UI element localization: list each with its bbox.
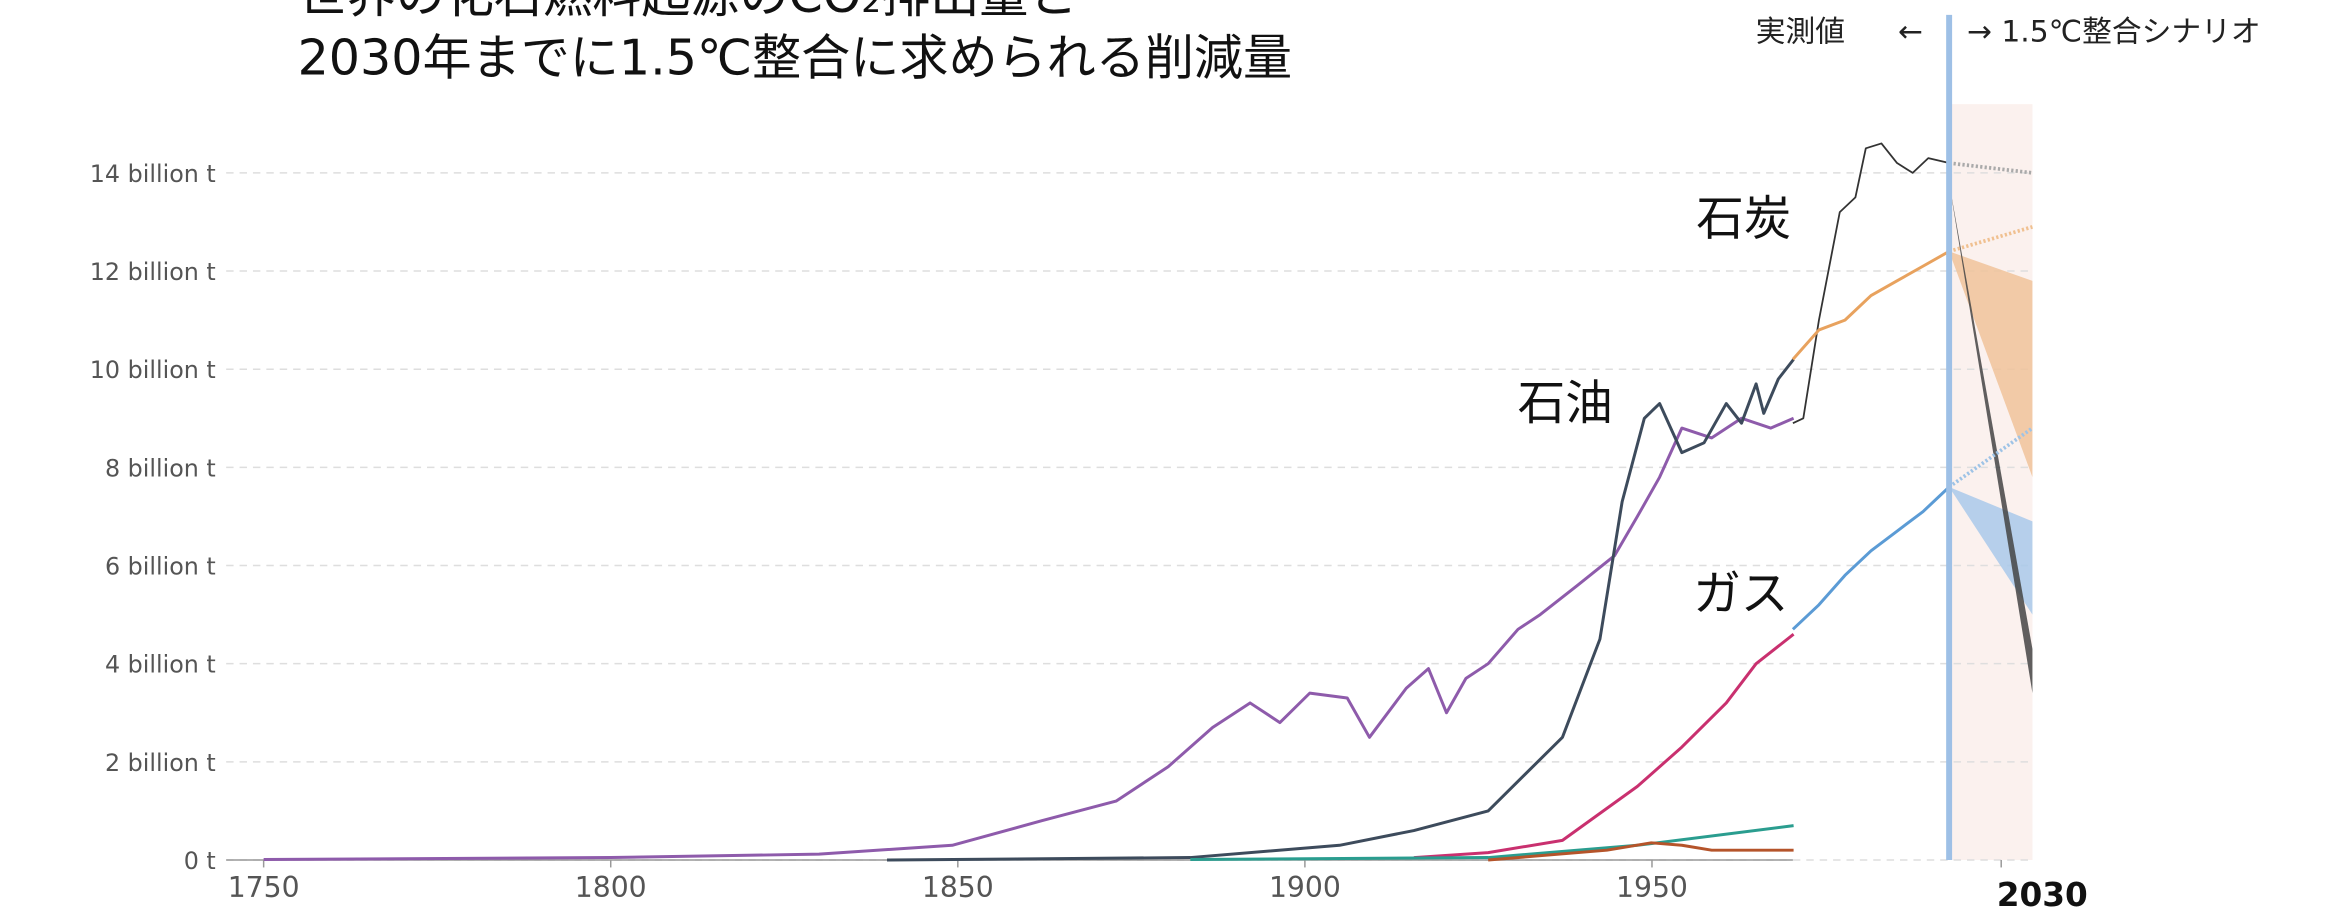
series-line — [886, 358, 1795, 862]
y-tick-label: 2 billion t — [105, 749, 216, 777]
series-label: 石油 — [1518, 377, 1613, 432]
annotation: ← — [1898, 15, 1923, 50]
annotation: 実測値 — [1756, 15, 1845, 50]
annotation: → 1.5℃整合シナリオ — [1967, 15, 2261, 50]
series-label: 石炭 — [1696, 192, 1791, 247]
chart-title: 2030年までに1.5℃整合に求められる削減量 — [298, 28, 1293, 86]
series-label: ガス — [1693, 567, 1788, 622]
scenario-band — [1949, 182, 2033, 694]
series-line — [263, 416, 1795, 861]
series-line — [1791, 485, 1951, 631]
series-line — [1413, 633, 1795, 860]
y-tick-label: 0 t — [184, 847, 216, 875]
series-line — [1948, 426, 2034, 489]
scenario-shade — [1949, 104, 2033, 861]
x-tick-label: 1950 — [1616, 871, 1688, 904]
chart-title: 世界の化石燃料起源のCO₂排出量と — [298, 0, 1078, 24]
series-line — [1792, 142, 1950, 424]
y-tick-label: 12 billion t — [90, 258, 216, 286]
x-tick-label: 1900 — [1269, 871, 1341, 904]
series-line — [1948, 225, 2033, 254]
y-tick-label: 10 billion t — [90, 356, 216, 384]
series-line — [1791, 250, 1950, 361]
y-tick-label: 4 billion t — [105, 651, 216, 679]
series-line — [1948, 161, 2033, 175]
x-tick-label: 1800 — [575, 871, 647, 904]
y-tick-label: 6 billion t — [105, 552, 216, 580]
x-tick-label: 1750 — [228, 871, 300, 904]
scenario-band — [1949, 486, 2033, 615]
series-line — [1190, 824, 1794, 861]
x-tick-label: 2030 — [1997, 876, 2088, 910]
x-tick-label: 1850 — [922, 871, 994, 904]
y-tick-label: 14 billion t — [90, 160, 216, 188]
y-tick-label: 8 billion t — [105, 454, 216, 482]
series-line — [1488, 841, 1794, 862]
